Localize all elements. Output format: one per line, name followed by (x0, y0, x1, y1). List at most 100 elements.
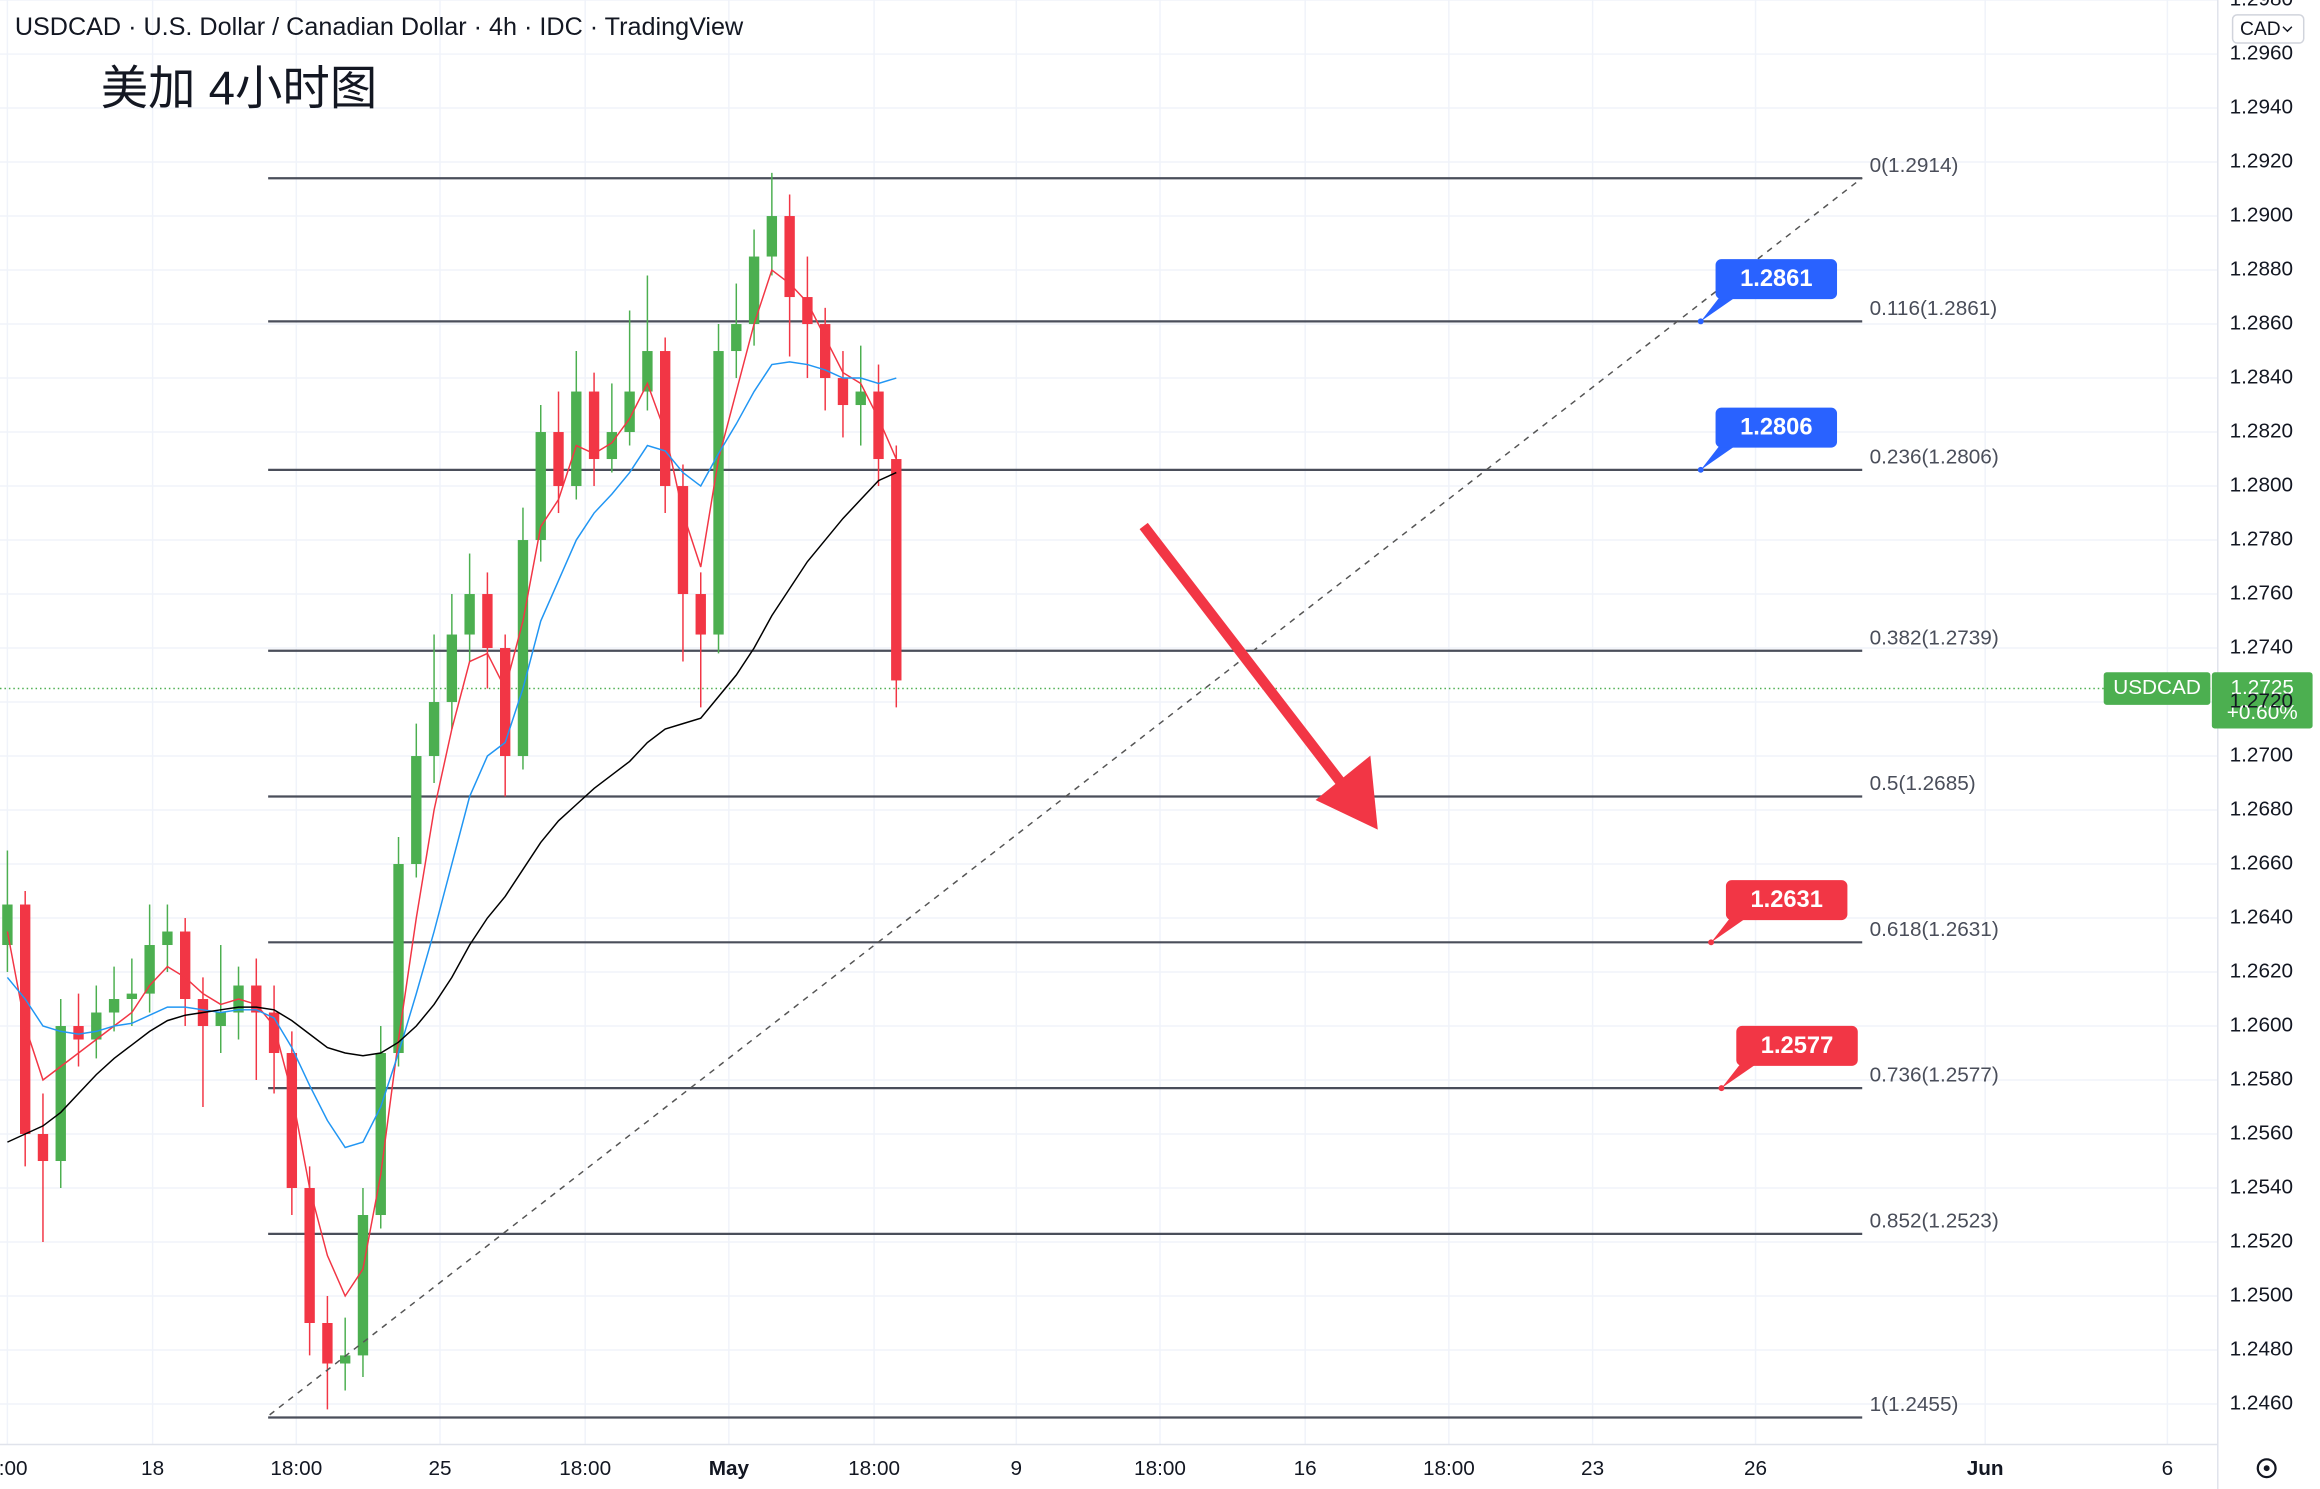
moving-average (6, 361, 897, 1149)
candle-body (891, 459, 902, 681)
candle-body (571, 391, 582, 487)
gear-center[interactable] (2263, 1465, 2270, 1472)
x-tick-label: 16 (1294, 1457, 1317, 1480)
x-tick-label: 18 (141, 1457, 164, 1480)
y-tick-label: 1.2700 (2230, 744, 2293, 767)
x-tick-label: Jun (1967, 1457, 2004, 1480)
grid (0, 0, 2218, 1445)
x-tick-label: 9 (1011, 1457, 1023, 1480)
candle-body (731, 324, 742, 352)
y-tick-label: 1.2620 (2230, 960, 2293, 983)
currency-label[interactable]: CAD (2240, 19, 2281, 40)
candle-body (55, 1026, 66, 1162)
candle-body (162, 931, 173, 946)
fib-label: 1(1.2455) (1870, 1393, 1959, 1416)
price-tag-anchor (1697, 318, 1704, 325)
chart-subtitle: 美加 4小时图 (101, 62, 377, 115)
candle-body (411, 756, 422, 865)
last-price-change: +0.60% (2227, 701, 2298, 724)
candle-body (660, 351, 671, 487)
price-tag-box (1725, 880, 1848, 921)
x-tick-label: May (709, 1457, 750, 1480)
candle-body (428, 702, 440, 757)
candle-body (677, 486, 689, 595)
candle-body (748, 256, 760, 325)
overlay: 1.2861 1.2806 1.2631 1.2577 USDCAD 1.2725+0.6… (1697, 259, 2313, 1092)
x-tick-label: 23 (1581, 1457, 1604, 1480)
candle-body (268, 1012, 280, 1054)
price-tag-box (1715, 407, 1838, 448)
candle-body (535, 432, 546, 541)
candle-body (802, 297, 813, 325)
candle-body (873, 391, 884, 460)
candle-body (517, 540, 529, 757)
y-tick-label: 1.2960 (2230, 42, 2293, 65)
price-tag-label: 1.2806 (1740, 415, 1812, 441)
fib-label: 0.852(1.2523) (1870, 1210, 1999, 1233)
candle-body (73, 1026, 84, 1040)
y-tick-label: 1.2720 (2230, 690, 2293, 713)
candle-body (108, 999, 120, 1013)
candle-body (20, 904, 31, 1135)
candle-body (606, 432, 618, 460)
candle-body (286, 1053, 298, 1189)
candle-body (304, 1188, 315, 1324)
candle-body (464, 594, 475, 635)
y-tick-label: 1.2820 (2230, 420, 2293, 443)
y-tick-label: 1.2680 (2230, 798, 2293, 821)
y-tick-label: 1.2660 (2230, 852, 2293, 875)
fib-label: 0.382(1.2739) (1870, 626, 1999, 649)
y-tick-label: 1.2500 (2230, 1283, 2293, 1306)
candle-body (642, 351, 653, 392)
x-tick-label: 18:00 (1134, 1457, 1186, 1480)
price-tag-pointer (1700, 443, 1740, 470)
x-tick-label: 18:00 (1423, 1457, 1475, 1480)
price-tag-anchor (1697, 466, 1704, 473)
x-tick-label: 25 (428, 1457, 451, 1480)
gear[interactable] (2256, 1458, 2277, 1479)
moving-average (7, 471, 897, 1143)
y-tick-label: 1.2640 (2230, 906, 2293, 929)
y-tick-label: 1.2560 (2230, 1121, 2293, 1144)
fib-label: 0.5(1.2685) (1870, 772, 1976, 795)
y-tick-label: 1.2780 (2230, 528, 2293, 551)
x-tick-label: 18:00 (270, 1457, 322, 1480)
y-tick-label: 1.2520 (2230, 1229, 2293, 1252)
x-tick-label: 26 (1744, 1457, 1767, 1480)
currency-selector[interactable] (2231, 14, 2305, 44)
fib-label: 0.116(1.2861) (1870, 297, 1998, 320)
y-tick-label: 1.2940 (2230, 96, 2293, 119)
candle-body (251, 985, 262, 1013)
plot: 0(1.2914) 0.116(1.2861) 0.236(1.2806) 0.382… (0, 154, 2218, 1419)
candle-body (144, 945, 155, 994)
candle-body (126, 993, 138, 1000)
y-tick-label: 1.2920 (2230, 150, 2293, 173)
candle-body (820, 324, 831, 379)
arrow-head (1315, 755, 1378, 830)
candle-body (500, 648, 511, 757)
price-tag-box (1715, 259, 1838, 300)
candle-body (2, 904, 13, 946)
arrow-shaft (1139, 522, 1345, 786)
candle-body (322, 1323, 333, 1364)
trend-line (269, 177, 1863, 1416)
candle-body (91, 1012, 102, 1040)
fib-label: 0.236(1.2806) (1870, 445, 1999, 468)
fib-label: 0.618(1.2631) (1870, 918, 1999, 941)
arrow (1139, 522, 1378, 830)
x-tick-label: 18:00 (848, 1457, 900, 1480)
candle-body (553, 432, 564, 487)
price-tag-label: 1.2577 (1761, 1033, 1833, 1059)
chart-title: USDCAD · U.S. Dollar / Canadian Dollar ·… (15, 13, 744, 41)
y-tick-label: 1.2480 (2230, 1337, 2293, 1360)
moving-average (6, 268, 897, 1298)
currency-chevron[interactable] (2282, 26, 2293, 33)
price-tag-pointer (1721, 1061, 1760, 1089)
y-tick-label: 1.2760 (2230, 582, 2293, 605)
candle-body (482, 594, 493, 649)
price-tag-pointer (1700, 294, 1740, 322)
candle-body (713, 351, 724, 635)
settings-icon[interactable] (2256, 1458, 2277, 1479)
y-tick-label: 1.2980 (2230, 0, 2293, 11)
